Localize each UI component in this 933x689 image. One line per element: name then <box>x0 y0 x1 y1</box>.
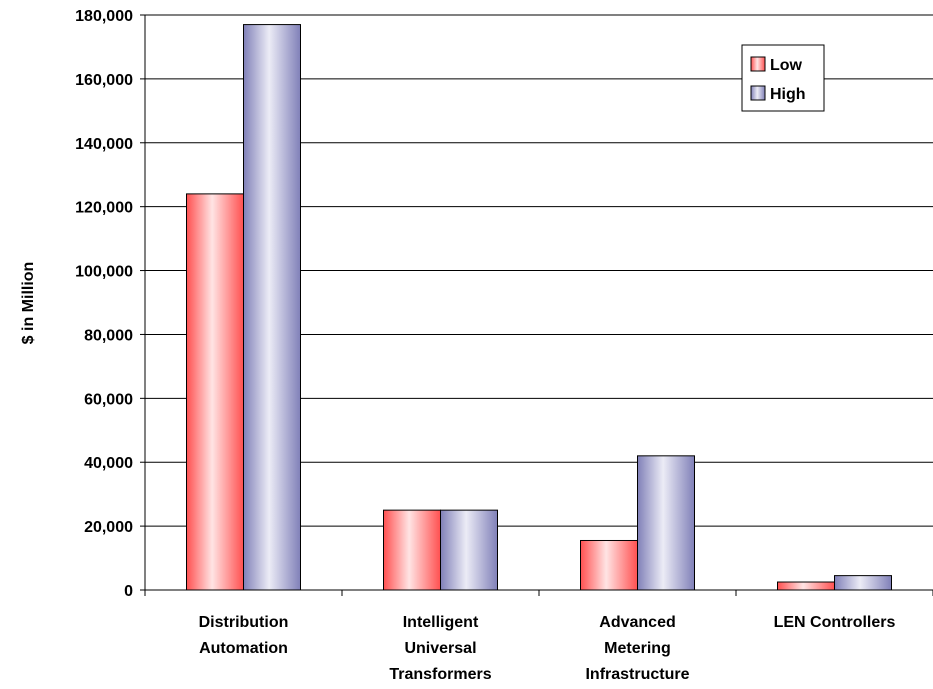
bar-low <box>383 509 441 591</box>
x-category-label: Infrastructure <box>585 666 689 683</box>
legend-swatch-high <box>750 85 766 101</box>
x-category-label: Automation <box>199 640 288 657</box>
x-category-label: Universal <box>404 640 476 657</box>
x-category-label: Advanced <box>599 614 675 631</box>
bar-low <box>580 539 638 591</box>
y-tick-labels: 0 20,000 40,000 60,000 80,000 100,000 120,000 1… <box>75 8 133 600</box>
legend-swatch-low <box>750 56 766 72</box>
y-tick-label: 20,000 <box>84 519 133 536</box>
legend: Low High <box>741 44 825 112</box>
x-category-label: Transformers <box>389 666 491 683</box>
y-tick-label: 140,000 <box>75 136 133 153</box>
x-category-label: LEN Controllers <box>774 614 896 631</box>
y-tick-label: 160,000 <box>75 72 133 89</box>
bar-high <box>440 509 498 591</box>
x-category-label: Intelligent <box>403 614 479 631</box>
y-tick-label: 40,000 <box>84 455 133 472</box>
y-tick-label: 180,000 <box>75 8 133 25</box>
bar-high <box>834 575 892 591</box>
y-axis-title: $ in Million <box>20 262 37 345</box>
y-tick-label: 60,000 <box>84 391 133 408</box>
x-category-label: Metering <box>604 640 671 657</box>
x-category-labels: Distribution Automation Intelligent Univers… <box>199 614 896 683</box>
x-category-label: Distribution <box>199 614 289 631</box>
bar-high <box>637 455 695 591</box>
bar-high <box>243 24 301 591</box>
y-tick-label: 120,000 <box>75 200 133 217</box>
y-tick-label: 100,000 <box>75 264 133 281</box>
legend-label-high: High <box>770 86 806 103</box>
bars <box>186 24 892 591</box>
y-tick-label: 80,000 <box>84 327 133 344</box>
legend-label-low: Low <box>770 57 803 74</box>
bar-low <box>777 581 835 591</box>
bar-low <box>186 193 244 591</box>
y-tick-label: 0 <box>124 583 133 600</box>
